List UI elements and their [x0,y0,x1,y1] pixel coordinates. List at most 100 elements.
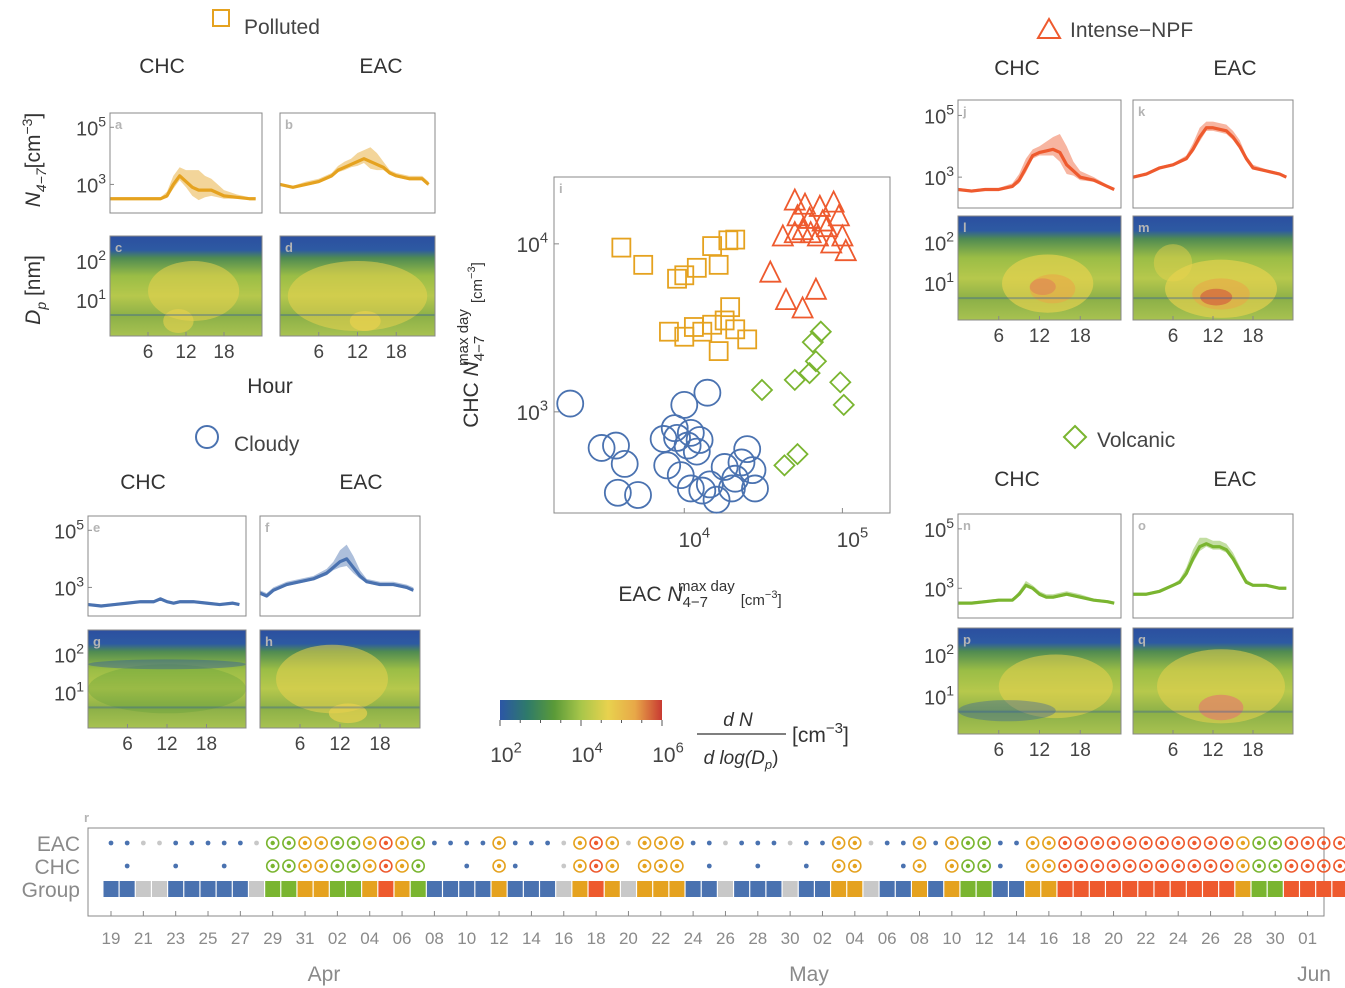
day-tick-label: 24 [1169,929,1188,948]
hour-tick-12: 12 [1202,740,1223,761]
chc-event-ring [1058,859,1072,873]
chc-event-dot [900,863,906,869]
eac-event-dot [965,840,971,846]
group-cell [928,881,944,897]
chc-event-ring [1139,859,1153,873]
group-cell [1267,881,1283,897]
group-cell [281,881,297,897]
chc-event-dot [221,863,227,869]
heatmap-panel-m [1133,216,1293,320]
eac-event-ring [282,836,296,850]
eac-event-ring [411,836,426,850]
day-tick-label: 12 [490,929,509,948]
series-line [259,557,414,598]
day-tick-label: 31 [296,929,315,948]
scatter-x-label: EAC N4−7max day[cm−3] [618,578,781,611]
chc-event-dot [173,863,179,869]
chc-event-dot [1305,863,1310,869]
day-tick-label: 16 [554,929,573,948]
group-cell [895,881,911,897]
chc-event-dot [803,863,809,869]
eac-header: EAC [1213,468,1256,491]
heatmap-panel-d [280,236,435,336]
group-cell [1057,881,1073,897]
chc-event-ring [362,859,377,873]
eac-header: EAC [339,471,382,494]
group-cell [1041,881,1057,897]
chc-event-ring [1122,859,1137,873]
chc-event-dot [270,863,275,869]
heatmap-blob [1198,694,1244,721]
hour-tick-18: 18 [1242,740,1263,761]
eac-event-ring [1252,836,1266,850]
group-cell [766,881,782,897]
colorbar-bar [500,700,662,720]
eac-event-ring [1284,836,1299,850]
eac-event-ring [1300,836,1315,850]
n-tick-1e3: 103 [54,573,84,600]
chc-event-ring [1155,859,1169,873]
chc-event-dot [319,863,324,869]
eac-event-dot [1305,840,1310,846]
eac-event-dot [836,840,841,846]
scatter-points [556,187,858,514]
dp-tick-1e2: 102 [76,247,106,274]
scatter-y-label: CHC N4−7max day[cm−3] [455,262,488,428]
chc-event-ring [1236,859,1250,873]
series-line [958,583,1115,605]
group-cell [119,881,135,897]
chc-event-ring [1219,859,1234,873]
day-tick-label: 04 [360,929,379,948]
circle-marker [663,423,691,452]
heatmap-blob [163,309,194,333]
chc-event-dot [836,863,841,869]
volcanic-legend-label: Volcanic [1097,429,1175,452]
line-panel-e [87,597,240,608]
group-cell [232,881,248,897]
circle-marker [738,456,767,485]
eac-event-dot [480,840,486,846]
day-tick-label: 01 [1298,929,1317,948]
eac-event-ring [1058,836,1072,850]
confidence-band [958,133,1115,192]
chc-event-ring [1316,859,1331,873]
diamond-marker [798,361,821,385]
eac-event-ring [1316,836,1331,850]
circle-marker [682,437,711,466]
square-marker [737,329,758,350]
group-cell [620,881,636,897]
group-cell [523,881,539,897]
eac-event-dot [1159,840,1165,846]
group-cell [992,881,1008,897]
group-cell [637,881,653,897]
eac-header: EAC [1213,57,1256,80]
series-line [110,174,256,201]
chc-event-dot [1127,863,1132,869]
confidence-band [280,147,429,188]
eac-event-dot [1079,840,1084,846]
panel-letter-n: n [963,518,971,533]
timeline-row-label-EAC: EAC [37,833,80,856]
heatmap-blob [88,659,246,670]
triangle-marker [827,203,851,227]
hour-tick-12: 12 [329,734,350,755]
chc-event-ring [977,859,991,873]
group-cell [1106,881,1122,897]
day-tick-label: 28 [748,929,767,948]
eac-event-ring [912,836,927,850]
hour-axis-label: Hour [247,375,293,398]
square-marker [725,229,746,250]
chc-event-dot [1062,863,1068,869]
n-tick-1e5: 105 [54,516,84,543]
circle-marker [676,418,705,447]
group-cell [944,881,960,897]
circle-marker [733,435,762,464]
panel-letter-j: j [962,104,967,119]
circle-marker [673,431,702,460]
day-tick-label: 23 [166,929,185,948]
day-tick-label: 06 [878,929,897,948]
day-tick-label: 12 [975,929,994,948]
circle-marker [624,481,652,509]
eac-event-ring [492,836,506,850]
chc-event-ring [411,859,426,873]
